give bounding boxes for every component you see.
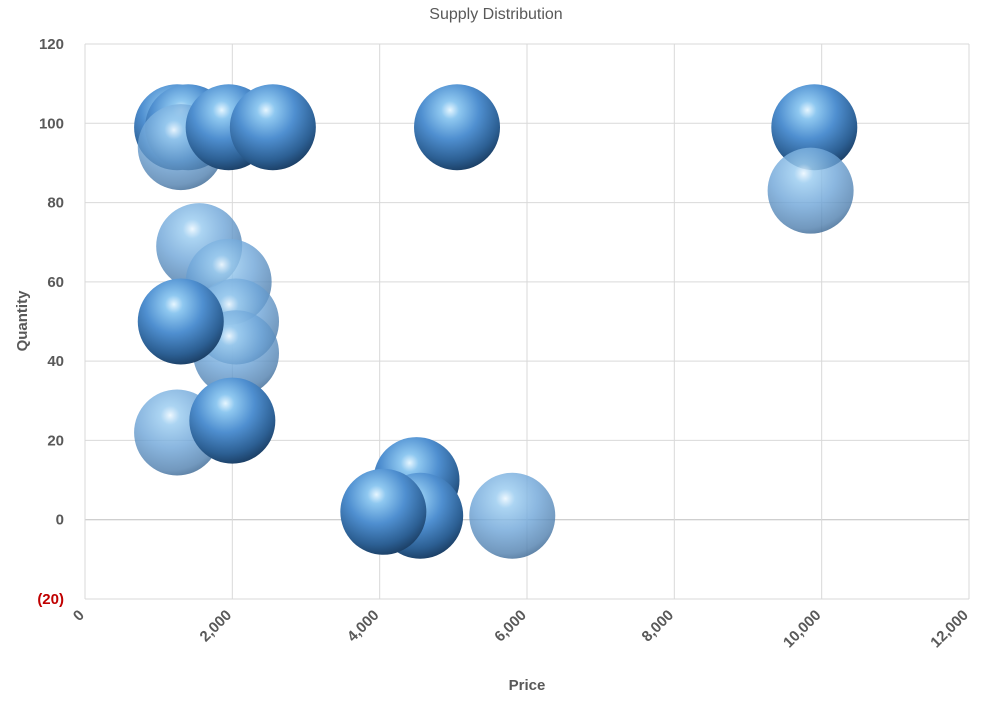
- y-tick-label: 80: [47, 195, 64, 212]
- bubble-point: [340, 468, 427, 555]
- y-tick-label: 100: [39, 115, 64, 132]
- y-tick-label: 40: [47, 353, 64, 370]
- x-tick-label: 12,000: [927, 607, 971, 651]
- gridlines: [84, 43, 970, 600]
- y-tick-label: 0: [56, 512, 64, 529]
- bubble-point: [229, 84, 316, 171]
- x-tick-label: 8,000: [639, 607, 678, 646]
- x-tick-label: 10,000: [780, 607, 824, 651]
- x-tick-label: 6,000: [491, 607, 530, 646]
- x-tick-label: 4,000: [344, 607, 383, 646]
- x-axis-title: Price: [509, 677, 546, 694]
- bubble-point: [767, 147, 854, 234]
- x-axis-ticks: 0 2,000 4,000 6,000 8,000 10,000 12,000: [70, 607, 972, 651]
- bubble-series: [134, 84, 858, 559]
- x-tick-label: 0: [70, 607, 88, 625]
- y-tick-label: (20): [37, 591, 64, 608]
- bubble-point: [469, 472, 556, 559]
- y-tick-label: 60: [47, 274, 64, 291]
- y-tick-label: 20: [47, 432, 64, 449]
- y-axis-title: Quantity: [14, 290, 31, 351]
- chart-title: Supply Distribution: [429, 6, 562, 23]
- bubble-point: [137, 278, 224, 365]
- y-tick-label: 120: [39, 36, 64, 53]
- bubble-point: [771, 84, 858, 171]
- bubble-point: [189, 377, 276, 464]
- x-tick-label: 2,000: [197, 607, 236, 646]
- bubble-point: [414, 84, 501, 171]
- y-axis-ticks: (20) 0 20 40 60 80 100 120: [37, 36, 64, 608]
